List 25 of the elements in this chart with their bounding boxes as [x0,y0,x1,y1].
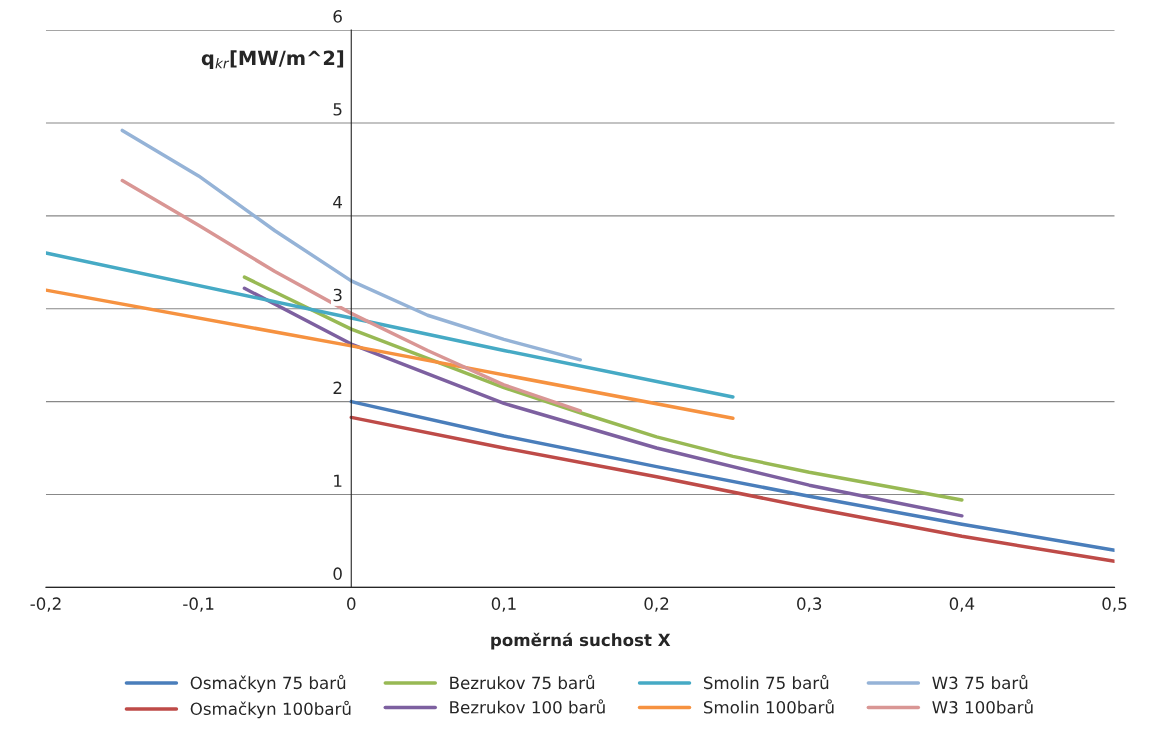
legend-label: Smolin 100barů [703,699,834,714]
x-tick-label: -0,2 [30,597,61,612]
x-tick-label: 0,5 [1102,597,1127,612]
x-tick-label: -0,1 [183,597,214,612]
legend-label: Bezrukov 100 barů [450,699,605,714]
legend-label: Bezrukov 75 barů [450,674,595,690]
y-tick-label: 3 [333,288,342,302]
legend-label: W3 75 barů [932,674,1028,690]
x-tick-label: 0,4 [949,597,975,612]
x-tick-label: 0,1 [491,597,516,612]
x-tick-label: 0,2 [644,597,669,612]
y-tick-label: 0 [333,567,342,580]
legend-label: Osmačkyn 75 barů [190,674,346,693]
x-tick-label: 0,3 [797,597,822,612]
y-tick-label: 2 [333,381,342,394]
y-tick-label: 5 [333,103,342,116]
y-axis-title: q$_{kr}$[MW/m^2] [201,50,344,70]
legend-label: Osmačkyn 100barů [190,700,351,719]
y-tick-label: 4 [333,196,342,209]
y-tick-label: 6 [333,10,342,23]
x-tick-label: 0 [347,597,356,610]
y-tick-label: 1 [334,474,342,487]
legend-label: W3 100barů [932,699,1033,714]
legend-label: Smolin 75 barů [703,674,829,690]
x-axis-title: poměrná suchost X [491,632,671,650]
